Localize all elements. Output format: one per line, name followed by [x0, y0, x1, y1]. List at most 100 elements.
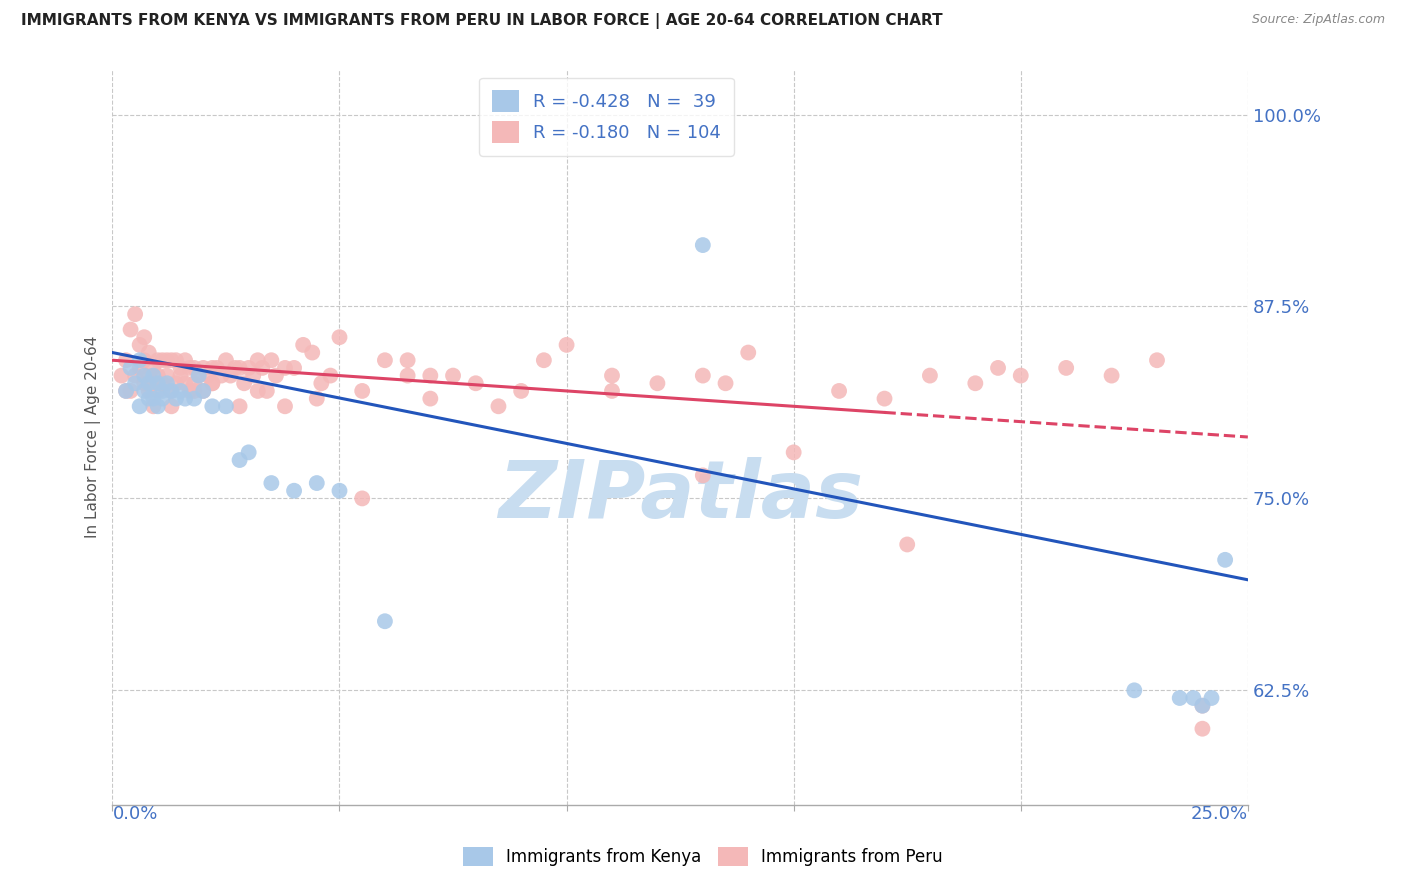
Point — [183, 384, 205, 398]
Point — [183, 392, 205, 406]
Point — [311, 376, 333, 391]
Point — [238, 445, 260, 459]
Point — [156, 353, 179, 368]
Point — [201, 376, 224, 391]
Point — [488, 399, 510, 413]
Point — [242, 368, 264, 383]
Point — [115, 353, 138, 368]
Point — [228, 360, 250, 375]
Point — [115, 384, 138, 398]
Point — [160, 353, 183, 368]
Point — [228, 399, 250, 413]
Point — [533, 353, 555, 368]
Point — [352, 491, 374, 506]
Point — [201, 376, 224, 391]
Point — [128, 399, 150, 413]
Point — [692, 238, 714, 252]
Point — [600, 384, 623, 398]
Point — [305, 392, 328, 406]
Point — [1123, 683, 1146, 698]
Point — [138, 368, 160, 383]
Point — [256, 384, 278, 398]
Point — [260, 476, 283, 491]
Point — [124, 368, 146, 383]
Point — [146, 376, 169, 391]
Point — [692, 468, 714, 483]
Point — [142, 376, 165, 391]
Point — [179, 384, 201, 398]
Point — [146, 384, 169, 398]
Point — [174, 376, 197, 391]
Point — [260, 353, 283, 368]
Point — [160, 399, 183, 413]
Point — [274, 360, 297, 375]
Point — [301, 345, 323, 359]
Point — [396, 368, 419, 383]
Point — [138, 376, 160, 391]
Point — [165, 376, 187, 391]
Y-axis label: In Labor Force | Age 20-64: In Labor Force | Age 20-64 — [86, 335, 101, 538]
Point — [134, 353, 156, 368]
Point — [1191, 698, 1213, 713]
Point — [165, 353, 187, 368]
Point — [169, 360, 191, 375]
Point — [142, 360, 165, 375]
Point — [828, 384, 851, 398]
Text: 0.0%: 0.0% — [112, 805, 157, 823]
Point — [1201, 691, 1223, 706]
Point — [138, 392, 160, 406]
Point — [873, 392, 896, 406]
Point — [146, 368, 169, 383]
Point — [183, 376, 205, 391]
Point — [183, 360, 205, 375]
Point — [156, 368, 179, 383]
Point — [201, 399, 224, 413]
Point — [215, 399, 238, 413]
Point — [209, 368, 232, 383]
Point — [150, 376, 173, 391]
Point — [1191, 722, 1213, 736]
Point — [187, 368, 209, 383]
Point — [319, 368, 342, 383]
Point — [193, 360, 215, 375]
Point — [246, 353, 269, 368]
Point — [419, 392, 441, 406]
Point — [328, 330, 350, 344]
Point — [138, 345, 160, 359]
Point — [215, 353, 238, 368]
Point — [419, 368, 441, 383]
Point — [169, 368, 191, 383]
Point — [120, 360, 142, 375]
Point — [224, 360, 246, 375]
Point — [160, 384, 183, 398]
Point — [150, 384, 173, 398]
Point — [1213, 553, 1236, 567]
Point — [352, 384, 374, 398]
Point — [1146, 353, 1168, 368]
Text: IMMIGRANTS FROM KENYA VS IMMIGRANTS FROM PERU IN LABOR FORCE | AGE 20-64 CORRELA: IMMIGRANTS FROM KENYA VS IMMIGRANTS FROM… — [21, 13, 942, 29]
Point — [205, 360, 228, 375]
Point — [228, 453, 250, 467]
Point — [150, 353, 173, 368]
Point — [1191, 698, 1213, 713]
Point — [187, 368, 209, 383]
Text: ZIPatlas: ZIPatlas — [498, 457, 863, 535]
Point — [134, 368, 156, 383]
Point — [201, 360, 224, 375]
Legend: Immigrants from Kenya, Immigrants from Peru: Immigrants from Kenya, Immigrants from P… — [454, 838, 952, 875]
Point — [120, 322, 142, 336]
Point — [238, 360, 260, 375]
Point — [134, 376, 156, 391]
Point — [264, 368, 287, 383]
Point — [120, 384, 142, 398]
Point — [1010, 368, 1032, 383]
Text: Source: ZipAtlas.com: Source: ZipAtlas.com — [1251, 13, 1385, 27]
Point — [179, 360, 201, 375]
Legend: R = -0.428   N =  39, R = -0.180   N = 104: R = -0.428 N = 39, R = -0.180 N = 104 — [479, 78, 734, 156]
Point — [374, 353, 396, 368]
Point — [714, 376, 737, 391]
Point — [174, 353, 197, 368]
Point — [197, 368, 219, 383]
Point — [600, 368, 623, 383]
Point — [124, 307, 146, 321]
